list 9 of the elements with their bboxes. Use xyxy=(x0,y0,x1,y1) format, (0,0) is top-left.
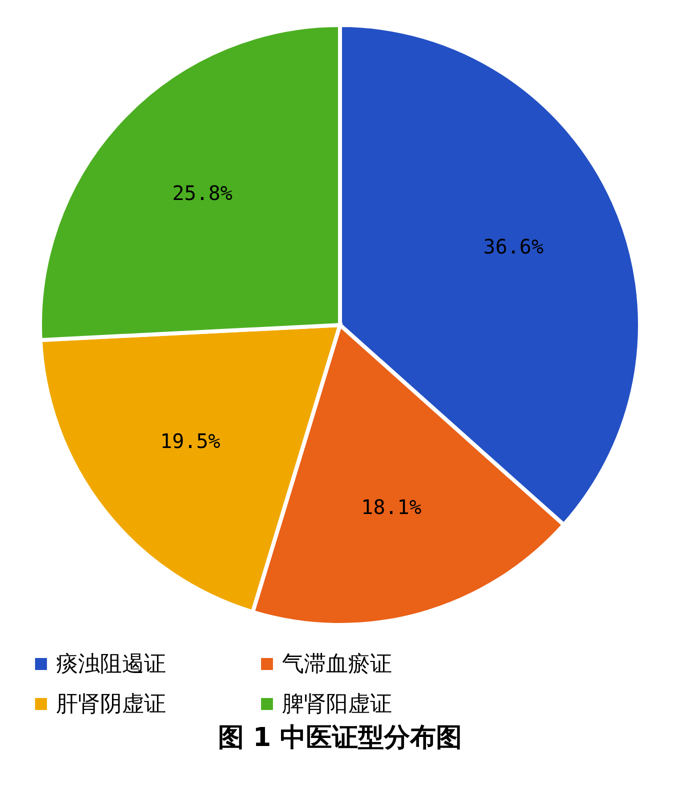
legend-label: 气滞血瘀证 xyxy=(282,652,392,677)
legend-label: 肝肾阴虚证 xyxy=(56,692,166,717)
data-label: 36.6% xyxy=(483,234,544,258)
legend-label: 痰浊阻遏证 xyxy=(56,652,166,677)
legend-label: 脾肾阳虚证 xyxy=(282,692,392,717)
text: 图 1 中医证型分布图 xyxy=(218,723,462,753)
data-label: 19.5% xyxy=(160,428,220,453)
data-label: 18.1% xyxy=(361,494,422,519)
data-label: 25.8% xyxy=(172,181,232,206)
